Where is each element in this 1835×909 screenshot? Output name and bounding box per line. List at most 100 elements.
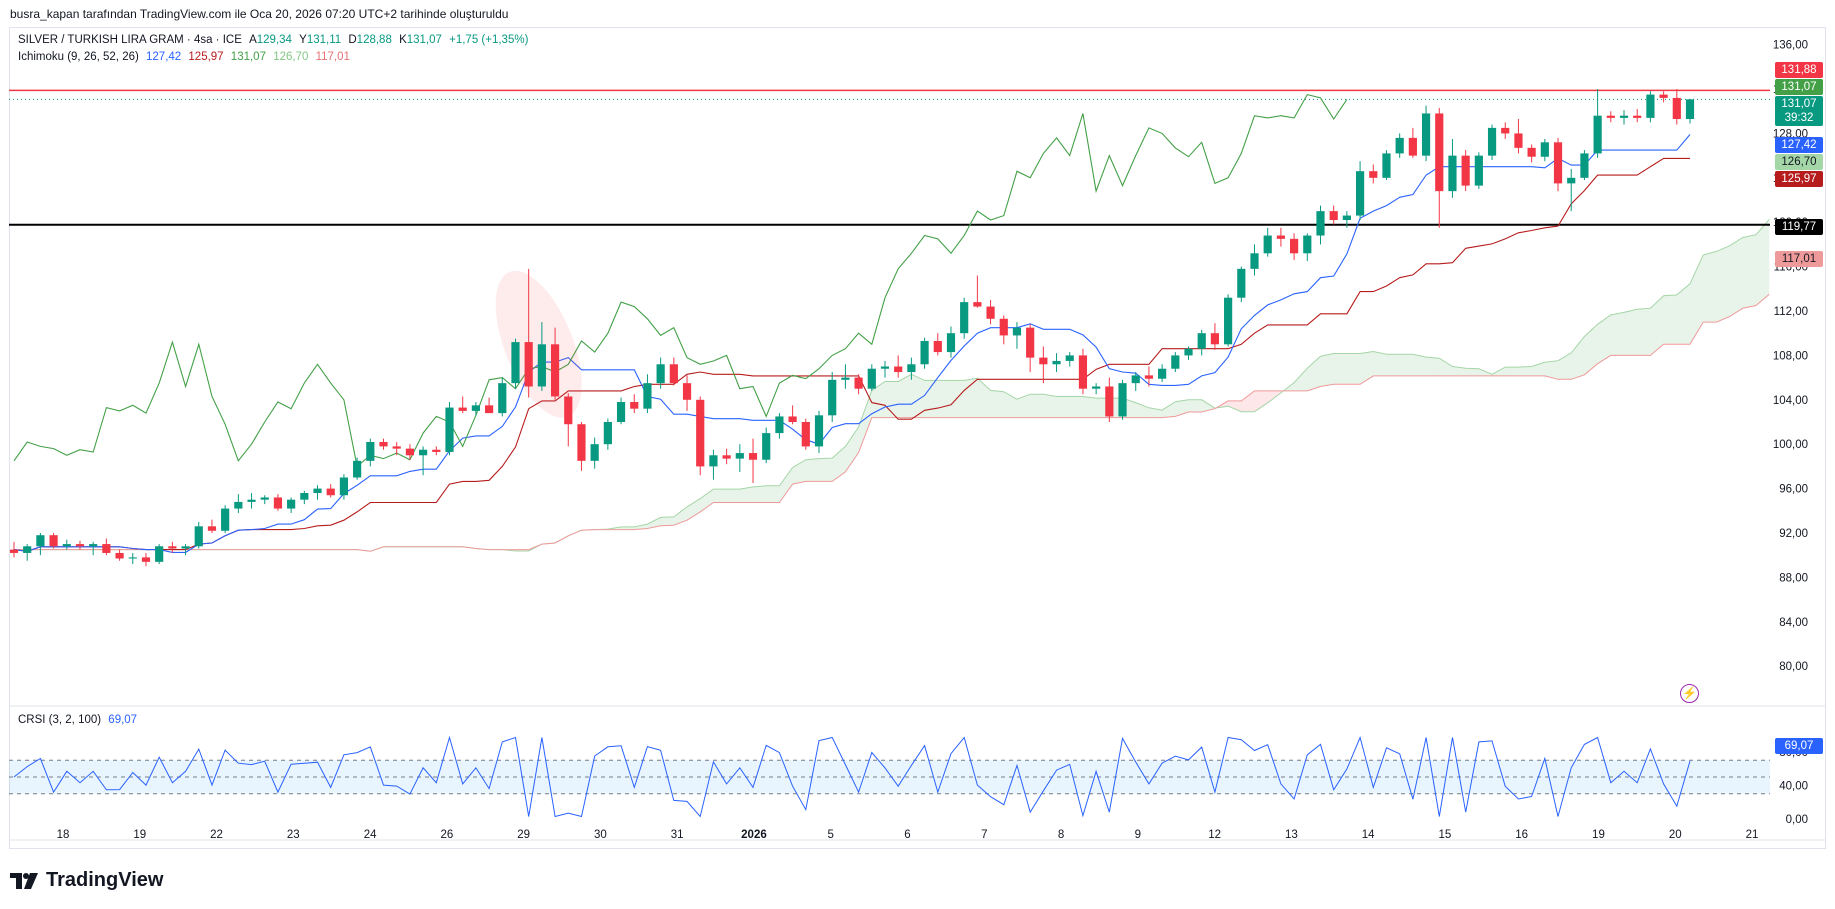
cloud-segment — [1426, 357, 1440, 376]
candle-body — [89, 544, 98, 547]
candle-body — [603, 421, 612, 445]
cloud-segment — [700, 489, 714, 512]
cloud-segment — [977, 378, 991, 418]
price-tag-chikou: 131,07 — [1775, 79, 1823, 95]
time-tick-label: 19 — [133, 829, 146, 841]
cloud-segment — [713, 489, 727, 503]
candle-body — [1171, 355, 1180, 369]
cloud-segment — [1637, 308, 1651, 356]
candle-body — [1593, 115, 1602, 154]
ichimoku-cloud — [14, 219, 1770, 552]
candle-body — [1646, 94, 1655, 118]
candle-body — [366, 441, 375, 461]
candle-body — [1184, 348, 1193, 356]
time-tick-label: 24 — [364, 829, 377, 841]
candle-body — [880, 366, 890, 369]
candle-body — [353, 460, 362, 478]
crsi-value: 69,07 — [108, 714, 138, 726]
cloud-segment — [1518, 366, 1532, 376]
cloud-segment — [1069, 396, 1083, 418]
price-tick-label: 136,00 — [1773, 40, 1808, 52]
candle-body — [669, 364, 678, 384]
candle-body — [168, 546, 177, 549]
cloud-segment — [753, 485, 767, 503]
lightning-icon[interactable]: ⚡ — [1680, 684, 1699, 703]
time-tick-label: 21 — [1746, 829, 1759, 841]
candle-body — [234, 501, 243, 509]
candle-body — [960, 302, 969, 334]
candle-body — [221, 508, 230, 531]
ichimoku-legend[interactable]: Ichimoku (9, 26, 52, 26) 127,42 125,97 1… — [18, 51, 350, 63]
candle-body — [775, 416, 784, 434]
ichimoku-name: Ichimoku (9, 26, 52, 26) — [18, 51, 139, 63]
low-value: 128,88 — [356, 34, 392, 46]
crsi-legend[interactable]: CRSI (3, 2, 100) 69,07 — [18, 714, 137, 726]
time-tick-label: 30 — [594, 829, 607, 841]
candle-body — [999, 318, 1008, 336]
tradingview-logo[interactable]: TradingView — [10, 869, 163, 892]
candle-body — [1659, 94, 1668, 98]
candle-body — [1553, 142, 1563, 184]
cloud-segment — [950, 380, 965, 418]
time-tick-label: 6 — [904, 829, 910, 841]
cloud-segment — [1729, 237, 1743, 317]
price-tick-label: 100,00 — [1773, 439, 1808, 451]
candle-body — [933, 340, 942, 353]
candle-body — [458, 407, 467, 411]
cloud-segment — [1294, 368, 1308, 391]
candle-body — [524, 342, 533, 387]
candle-body — [273, 497, 283, 509]
price-tag-crsi: 69,07 — [1775, 738, 1823, 754]
candle-body — [762, 433, 771, 460]
candle-body — [564, 396, 573, 425]
candlestick-series — [9, 89, 1695, 567]
cloud-segment — [1333, 353, 1347, 385]
cloud-segment — [1439, 358, 1453, 376]
horizontal-lines — [9, 89, 1770, 226]
time-tick-label: 8 — [1058, 829, 1064, 841]
candle-body — [630, 402, 639, 409]
candle-body — [1448, 155, 1457, 192]
candle-body — [23, 546, 32, 553]
time-tick-label: 14 — [1362, 829, 1375, 841]
ichimoku-kijun — [13, 157, 1690, 552]
time-tick-label: 16 — [1515, 829, 1528, 841]
time-tick-label: 26 — [440, 829, 453, 841]
candle-body — [1514, 133, 1523, 148]
candle-body — [577, 424, 586, 461]
candle-body — [326, 488, 335, 496]
open-label: A — [249, 34, 257, 46]
cloud-segment — [1505, 367, 1519, 376]
candle-body — [1276, 235, 1285, 239]
candle-body — [49, 535, 58, 547]
cloud-segment — [990, 390, 1004, 418]
high-value: 131,11 — [306, 34, 342, 46]
candle-body — [920, 340, 929, 365]
cloud-segment — [819, 458, 833, 482]
candle-body — [801, 421, 810, 447]
symbol-legend[interactable]: SILVER / TURKISH LIRA GRAM · 4sa · ICE A… — [18, 34, 528, 46]
candle-body — [1395, 137, 1404, 154]
cloud-segment — [898, 374, 912, 418]
candle-body — [1435, 113, 1444, 192]
cloud-segment — [805, 458, 820, 482]
time-tick-label: 7 — [981, 829, 987, 841]
candle-body — [207, 526, 217, 531]
tradingview-brand: TradingView — [46, 869, 164, 891]
cloud-segment — [1386, 354, 1400, 376]
candle-body — [894, 366, 903, 373]
ichimoku-lines — [13, 93, 1691, 553]
candle-body — [1224, 297, 1233, 345]
cloud-segment — [1452, 366, 1466, 376]
candle-body — [1237, 268, 1246, 298]
cloud-segment — [779, 467, 793, 503]
candle-body — [1250, 253, 1259, 269]
cloud-segment — [673, 506, 688, 526]
price-tag-tenkan: 127,42 — [1775, 137, 1823, 153]
price-tick-label: 112,00 — [1774, 306, 1808, 318]
close-label: K — [399, 34, 407, 46]
cloud-segment — [1162, 401, 1176, 418]
cloud-segment — [1663, 294, 1677, 345]
